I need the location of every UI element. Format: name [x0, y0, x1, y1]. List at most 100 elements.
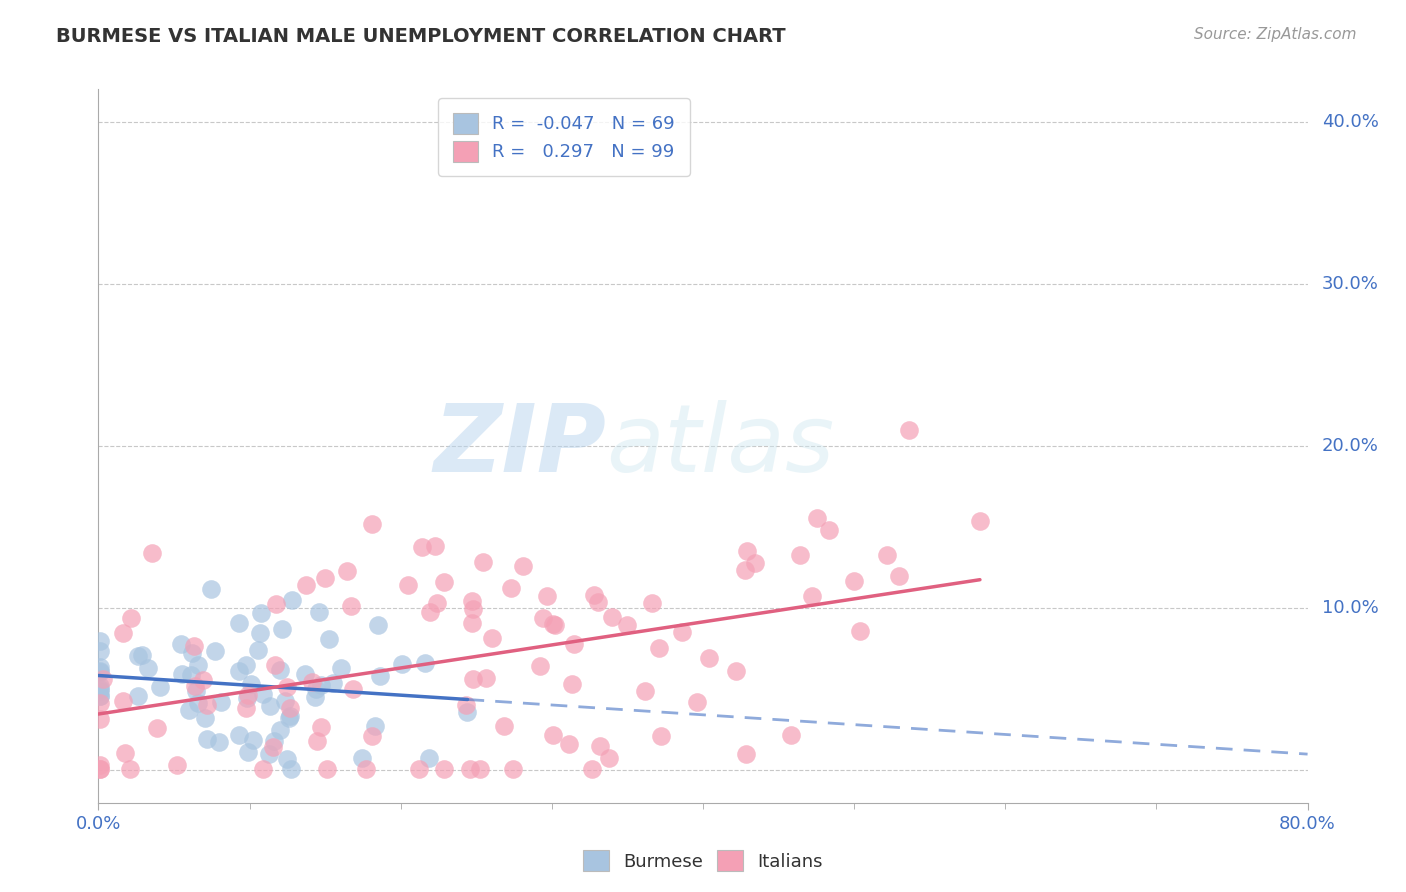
Point — [89, 680, 111, 694]
Point — [89, 696, 111, 710]
Point — [806, 510, 828, 524]
Point — [697, 651, 720, 665]
Point — [184, 679, 207, 693]
Point — [89, 682, 111, 697]
Point — [235, 657, 257, 672]
Point — [460, 593, 482, 607]
Point — [602, 609, 624, 624]
Point — [817, 523, 839, 537]
Point — [581, 762, 603, 776]
Point — [281, 592, 304, 607]
Text: ZIP: ZIP — [433, 400, 606, 492]
Point — [89, 690, 111, 704]
Point — [969, 514, 991, 528]
Point — [278, 711, 301, 725]
Point — [204, 643, 226, 657]
Point — [266, 597, 288, 611]
Point — [208, 735, 231, 749]
Point — [304, 690, 326, 705]
Point — [276, 680, 298, 694]
Point — [304, 682, 326, 697]
Point — [396, 577, 419, 591]
Point — [411, 541, 433, 555]
Point — [641, 596, 664, 610]
Point — [271, 623, 294, 637]
Point — [725, 665, 748, 679]
Point — [120, 611, 142, 625]
Point — [136, 660, 159, 674]
Y-axis label: Male Unemployment: Male Unemployment — [0, 359, 8, 533]
Point — [228, 615, 250, 630]
Point — [301, 675, 323, 690]
Point — [89, 758, 111, 772]
Point — [361, 516, 384, 531]
Point — [456, 698, 478, 712]
Text: 40.0%: 40.0% — [1322, 112, 1379, 130]
Point — [314, 571, 336, 585]
Text: 20.0%: 20.0% — [1322, 437, 1379, 455]
Point — [257, 747, 280, 761]
Point — [686, 694, 709, 708]
Point — [235, 701, 257, 715]
Point — [650, 729, 672, 743]
Point — [849, 624, 872, 639]
Point — [89, 665, 111, 679]
Point — [413, 656, 436, 670]
Text: 30.0%: 30.0% — [1322, 275, 1379, 293]
Point — [269, 723, 291, 737]
Point — [252, 762, 274, 776]
Point — [238, 745, 260, 759]
Point — [309, 720, 332, 734]
Point — [481, 631, 503, 645]
Point — [146, 721, 169, 735]
Point — [195, 698, 218, 712]
Point — [195, 731, 218, 746]
Point — [336, 564, 359, 578]
Point — [274, 694, 297, 708]
Point — [89, 689, 111, 703]
Point — [170, 636, 193, 650]
Point — [89, 712, 111, 726]
Point — [228, 664, 250, 678]
Point — [295, 578, 318, 592]
Text: BURMESE VS ITALIAN MALE UNEMPLOYMENT CORRELATION CHART: BURMESE VS ITALIAN MALE UNEMPLOYMENT COR… — [56, 27, 786, 45]
Point — [250, 606, 273, 620]
Point — [322, 675, 344, 690]
Point — [318, 632, 340, 647]
Point — [259, 698, 281, 713]
Point — [468, 762, 491, 776]
Point — [252, 687, 274, 701]
Point — [263, 733, 285, 747]
Point — [236, 691, 259, 706]
Point — [391, 657, 413, 671]
Point — [425, 596, 447, 610]
Point — [340, 599, 363, 613]
Point — [228, 728, 250, 742]
Point — [172, 667, 194, 681]
Point — [789, 548, 811, 562]
Point — [541, 616, 564, 631]
Point — [458, 762, 481, 776]
Point — [475, 671, 498, 685]
Point — [89, 665, 111, 679]
Point — [89, 660, 111, 674]
Point — [472, 555, 495, 569]
Point — [249, 626, 271, 640]
Point — [149, 680, 172, 694]
Point — [418, 751, 440, 765]
Point — [242, 733, 264, 747]
Point — [531, 611, 554, 625]
Point — [512, 559, 534, 574]
Point — [166, 758, 188, 772]
Point — [801, 589, 824, 603]
Point — [280, 762, 302, 776]
Point — [419, 605, 441, 619]
Point — [558, 737, 581, 751]
Point — [127, 648, 149, 663]
Point — [177, 703, 200, 717]
Point — [589, 739, 612, 754]
Point — [616, 617, 638, 632]
Point — [364, 719, 387, 733]
Point — [118, 762, 141, 776]
Point — [91, 672, 114, 686]
